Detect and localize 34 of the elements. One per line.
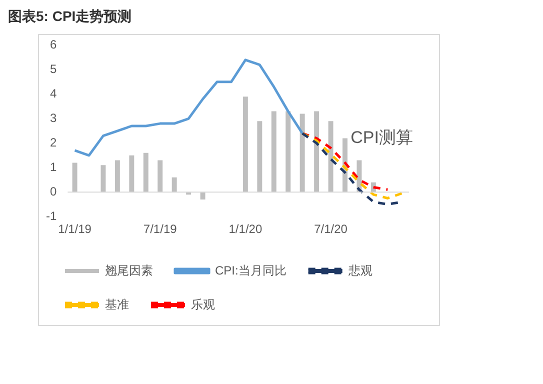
bar — [257, 121, 262, 192]
bar — [158, 160, 163, 192]
legend-label: CPI:当月同比 — [215, 263, 286, 278]
legend-label: 悲观 — [347, 263, 372, 278]
y-tick-label: -1 — [46, 208, 57, 223]
legend-label: 基准 — [105, 297, 129, 312]
bar — [328, 121, 334, 192]
bar — [242, 96, 248, 192]
bar — [143, 152, 148, 192]
y-tick-label: 5 — [50, 62, 57, 76]
x-tick-label: 7/1/19 — [143, 222, 178, 236]
chart-title: 图表5: CPI走势预测 — [8, 8, 133, 26]
bar — [114, 160, 120, 192]
y-tick-label: 1 — [50, 160, 57, 174]
legend-label: 翘尾因素 — [105, 263, 153, 278]
x-tick-label: 1/1/20 — [228, 222, 262, 236]
bar — [271, 111, 276, 192]
annotation: CPI测算 — [350, 128, 413, 147]
bar — [129, 155, 134, 192]
bar — [314, 111, 320, 192]
bar — [172, 177, 177, 192]
bar — [300, 114, 305, 192]
bar — [286, 111, 291, 192]
y-tick-label: 2 — [50, 135, 57, 150]
bar — [100, 165, 106, 192]
y-tick-label: 6 — [50, 38, 57, 52]
y-tick-label: 4 — [50, 86, 57, 100]
bar — [72, 162, 78, 192]
x-tick-label: 7/1/20 — [314, 222, 348, 236]
legend-label: 乐观 — [191, 297, 215, 312]
y-tick-label: 0 — [50, 184, 57, 198]
y-tick-label: 3 — [50, 110, 57, 125]
bar — [200, 192, 206, 200]
x-tick-label: 1/1/19 — [58, 222, 92, 236]
